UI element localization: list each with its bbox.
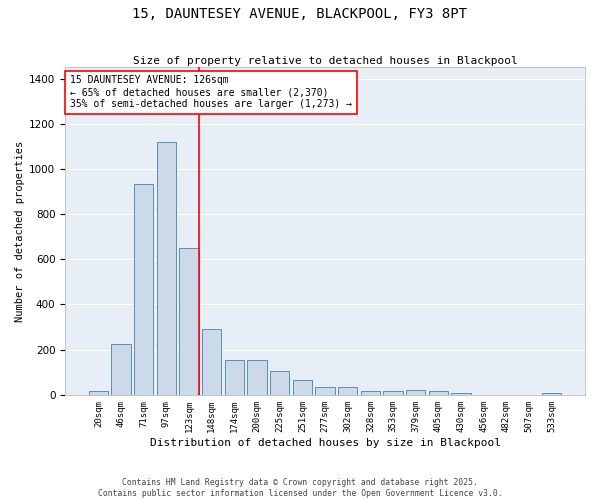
Bar: [361, 392, 380, 395]
Title: Size of property relative to detached houses in Blackpool: Size of property relative to detached ho…: [133, 56, 517, 66]
Bar: [451, 392, 471, 395]
Bar: [179, 248, 199, 395]
Bar: [225, 360, 244, 395]
Bar: [542, 392, 562, 395]
Bar: [383, 392, 403, 395]
Bar: [406, 390, 425, 395]
Bar: [293, 380, 312, 395]
Y-axis label: Number of detached properties: Number of detached properties: [15, 140, 25, 322]
Bar: [338, 387, 358, 395]
Bar: [112, 344, 131, 395]
Bar: [247, 360, 267, 395]
Bar: [270, 371, 289, 395]
Text: 15, DAUNTESEY AVENUE, BLACKPOOL, FY3 8PT: 15, DAUNTESEY AVENUE, BLACKPOOL, FY3 8PT: [133, 8, 467, 22]
Bar: [429, 392, 448, 395]
Bar: [316, 387, 335, 395]
Text: Contains HM Land Registry data © Crown copyright and database right 2025.
Contai: Contains HM Land Registry data © Crown c…: [98, 478, 502, 498]
Text: 15 DAUNTESEY AVENUE: 126sqm
← 65% of detached houses are smaller (2,370)
35% of : 15 DAUNTESEY AVENUE: 126sqm ← 65% of det…: [70, 76, 352, 108]
Bar: [202, 330, 221, 395]
X-axis label: Distribution of detached houses by size in Blackpool: Distribution of detached houses by size …: [149, 438, 500, 448]
Bar: [89, 392, 108, 395]
Bar: [157, 142, 176, 395]
Bar: [134, 184, 154, 395]
